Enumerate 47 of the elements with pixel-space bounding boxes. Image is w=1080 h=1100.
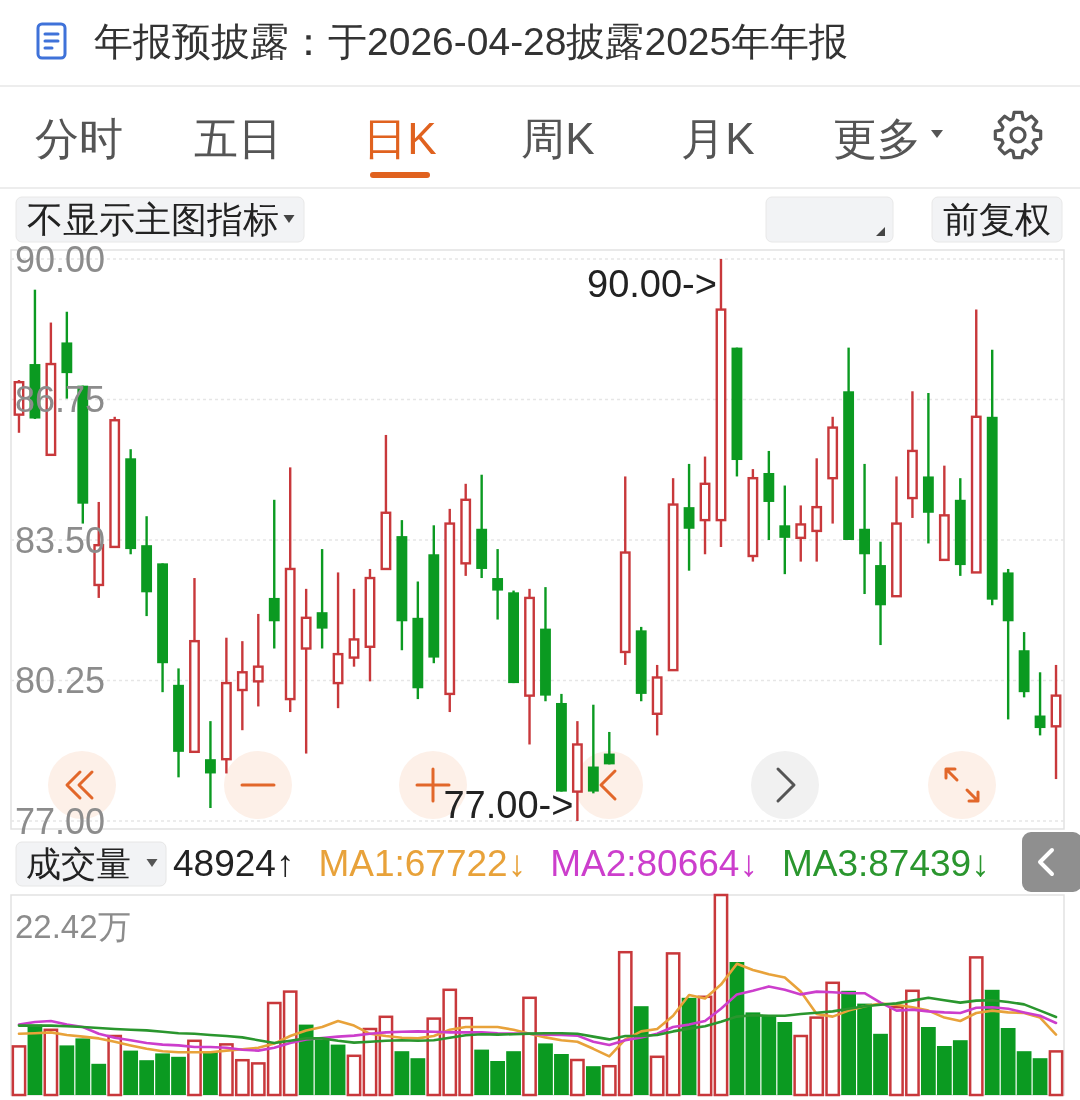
text: 年报预披露：于2026-04-28披露2025年年报 bbox=[94, 19, 849, 63]
text: 更多 bbox=[833, 113, 921, 163]
bar bbox=[1032, 1058, 1048, 1095]
bar bbox=[43, 1028, 59, 1097]
candlestick bbox=[811, 457, 823, 563]
y-tick-label: 90.00 bbox=[15, 238, 106, 280]
bar bbox=[713, 893, 729, 1097]
bar bbox=[570, 1058, 585, 1097]
annotation: 77.00-> bbox=[443, 784, 574, 826]
candlestick bbox=[268, 498, 280, 650]
candlestick bbox=[252, 612, 264, 708]
bar bbox=[107, 1034, 123, 1097]
candlestick bbox=[683, 462, 695, 572]
text: 月K bbox=[681, 113, 755, 163]
y-tick-label: 80.25 bbox=[15, 660, 106, 701]
candlestick bbox=[236, 639, 248, 732]
candlestick bbox=[779, 484, 791, 576]
bar bbox=[346, 1054, 362, 1097]
chart-title: 成交量 bbox=[26, 843, 131, 883]
candlestick bbox=[795, 504, 807, 563]
bar bbox=[187, 1039, 202, 1097]
bar bbox=[633, 1006, 649, 1095]
bar bbox=[1048, 1050, 1064, 1097]
text: MA3:87439↓ bbox=[781, 842, 990, 884]
bar bbox=[968, 956, 984, 1097]
annotation: 22.42万 bbox=[15, 907, 131, 945]
candlestick bbox=[348, 587, 360, 668]
y-tick-label: 77.00 bbox=[15, 800, 106, 842]
annotation: 90.00-> bbox=[587, 263, 717, 305]
candlestick bbox=[603, 730, 615, 766]
bar bbox=[11, 1045, 27, 1097]
bar bbox=[330, 1044, 346, 1095]
text: 分时 bbox=[35, 113, 123, 163]
text: 48924↑ bbox=[173, 842, 295, 884]
text: 五日 bbox=[194, 113, 282, 163]
text: 周K bbox=[521, 113, 595, 163]
candlestick bbox=[205, 719, 216, 810]
text: MA1:67722↓ bbox=[318, 842, 527, 884]
bar bbox=[203, 1052, 218, 1095]
text: MA2:80664↓ bbox=[550, 842, 758, 884]
text: 日K bbox=[363, 113, 437, 163]
candlestick bbox=[316, 547, 328, 650]
text: 不显示主图指标 bbox=[27, 200, 279, 240]
bar bbox=[522, 996, 537, 1097]
bar bbox=[585, 1066, 601, 1095]
text: 前复权 bbox=[943, 200, 1051, 240]
candlestick bbox=[492, 547, 504, 621]
